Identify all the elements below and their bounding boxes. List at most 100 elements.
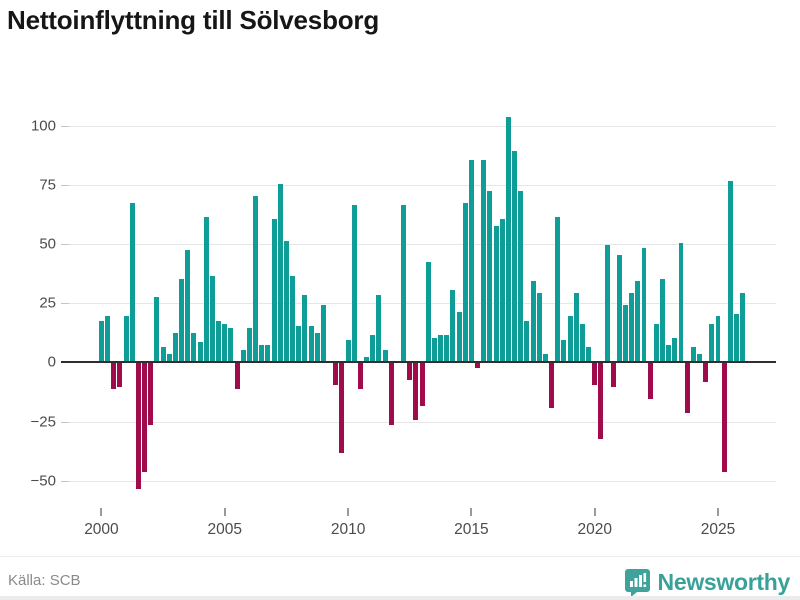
y-axis-label: 75 [39, 176, 56, 194]
gridline-75 [61, 184, 776, 186]
bar [271, 219, 277, 362]
bar [339, 363, 345, 454]
bar [320, 304, 326, 362]
bar [277, 183, 283, 362]
bar [635, 280, 641, 362]
bar [740, 292, 746, 362]
source-label: Källa: SCB [8, 572, 81, 589]
bar [222, 323, 228, 362]
bar [166, 354, 172, 362]
bar [629, 292, 635, 362]
bar [431, 337, 437, 362]
bar-chart-speech-bubble-icon [624, 569, 650, 597]
x-axis-label: 2005 [207, 521, 242, 538]
bar [475, 363, 481, 369]
x-axis-tick [593, 508, 596, 516]
bar [530, 280, 536, 362]
y-axis-label: −25 [30, 413, 56, 431]
bar [505, 117, 511, 362]
x-axis-label: 2000 [84, 521, 119, 538]
bar [641, 247, 647, 362]
bar [697, 354, 702, 362]
bar [154, 297, 160, 362]
bar [246, 328, 252, 362]
bar [105, 316, 111, 362]
x-axis-tick [223, 508, 226, 516]
bar [450, 290, 456, 362]
bar [308, 325, 314, 362]
brand-name: Newsworthy [657, 569, 791, 595]
bar [462, 202, 468, 362]
chart-title: Nettoinflyttning till Sölvesborg [7, 5, 380, 35]
bar [598, 363, 604, 440]
bar [493, 226, 499, 362]
gridline--50 [61, 480, 776, 482]
bar [185, 250, 191, 362]
bar [524, 321, 530, 362]
bar [647, 363, 653, 399]
bar [111, 363, 117, 390]
bar [407, 363, 413, 380]
bar [129, 202, 135, 362]
bar [370, 335, 376, 362]
bar [512, 150, 517, 362]
bar [99, 321, 104, 362]
x-axis-label: 2020 [577, 521, 612, 538]
bar [191, 332, 197, 362]
bar [456, 311, 462, 362]
bar [135, 363, 141, 489]
y-axis-label: 25 [39, 294, 56, 312]
bar [727, 181, 733, 362]
y-axis-tick [61, 244, 69, 245]
x-axis-tick [347, 508, 350, 516]
bar [623, 304, 628, 362]
bar [345, 340, 351, 362]
y-axis-label: −50 [30, 472, 56, 490]
bar [425, 261, 431, 362]
footer-divider [0, 556, 800, 557]
x-axis-tick [470, 508, 473, 516]
gridline-50 [61, 244, 776, 245]
bar [518, 190, 524, 362]
x-axis-tick [100, 508, 103, 516]
bar [604, 245, 610, 362]
bar [123, 316, 129, 362]
bar [715, 316, 721, 362]
bar [413, 363, 419, 421]
bar [216, 321, 222, 362]
bar [709, 323, 715, 362]
bar [610, 363, 616, 388]
bar [234, 363, 240, 390]
y-axis-tick [61, 125, 69, 127]
bar [542, 354, 548, 362]
bar [721, 363, 727, 473]
bar [438, 335, 444, 362]
bar [499, 219, 505, 362]
bar [734, 314, 739, 362]
bar [160, 347, 166, 362]
bar [364, 356, 370, 362]
bar [579, 323, 585, 362]
bar [573, 292, 579, 362]
bar [444, 335, 450, 362]
bar [549, 363, 554, 409]
bar [265, 344, 271, 362]
x-axis-tick [717, 508, 720, 516]
bar [678, 243, 684, 362]
bar [684, 363, 690, 414]
bar [148, 363, 154, 425]
y-axis-tick [61, 303, 69, 305]
bar [357, 363, 363, 390]
bar [179, 278, 185, 362]
bar [351, 205, 357, 362]
bar [142, 363, 148, 473]
y-axis-tick [61, 421, 69, 423]
bar [660, 278, 665, 362]
x-axis-label: 2010 [330, 521, 366, 538]
bar [333, 363, 339, 385]
bar [203, 216, 209, 362]
bar [117, 363, 123, 388]
y-axis-tick [61, 184, 69, 186]
y-axis-label: 50 [39, 235, 56, 253]
